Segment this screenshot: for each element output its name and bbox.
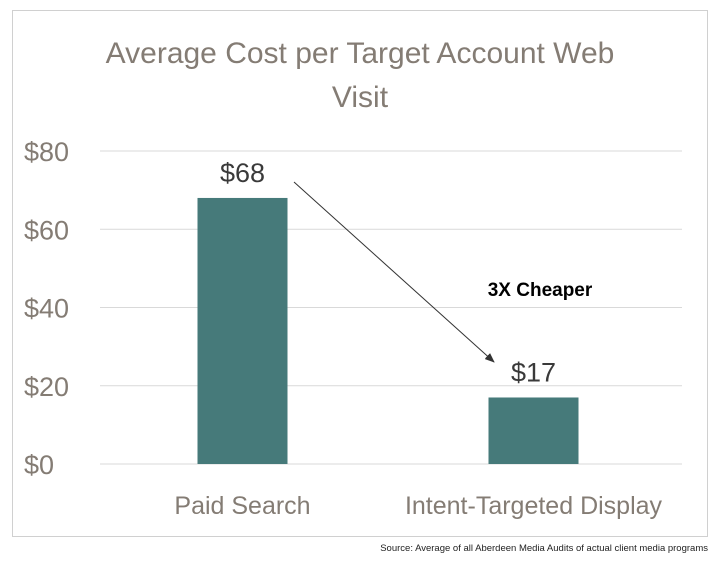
x-tick-label: Paid Search [174,492,310,520]
y-tick-label: $60 [24,215,69,245]
y-tick-label: $20 [24,372,69,402]
chart-title-line-2: Visit [332,81,389,114]
data-label: $17 [511,357,556,387]
gridlines [100,150,682,465]
y-tick-label: $0 [24,450,54,480]
bar-paid-search [197,197,288,464]
bars [197,197,579,464]
source-note: Source: Average of all Aberdeen Media Au… [380,543,708,554]
chart-frame [12,10,708,537]
x-axis-tick-labels: Paid Search Intent-Targeted Display [174,492,662,520]
chart-title-line-1: Average Cost per Target Account Web [106,37,615,70]
bar-chart: Average Cost per Target Account Web Visi… [24,37,682,520]
annotation-label: 3X Cheaper [488,280,593,301]
x-tick-label: Intent-Targeted Display [405,492,663,520]
y-axis-tick-labels: $0 $20 $40 $60 $80 [24,137,69,480]
y-tick-label: $40 [24,294,69,324]
bar-intent-targeted-display [488,397,579,464]
data-labels: $68 $17 [220,158,556,388]
y-tick-label: $80 [24,137,69,167]
annotation-arrow [293,181,495,363]
data-label: $68 [220,158,265,188]
